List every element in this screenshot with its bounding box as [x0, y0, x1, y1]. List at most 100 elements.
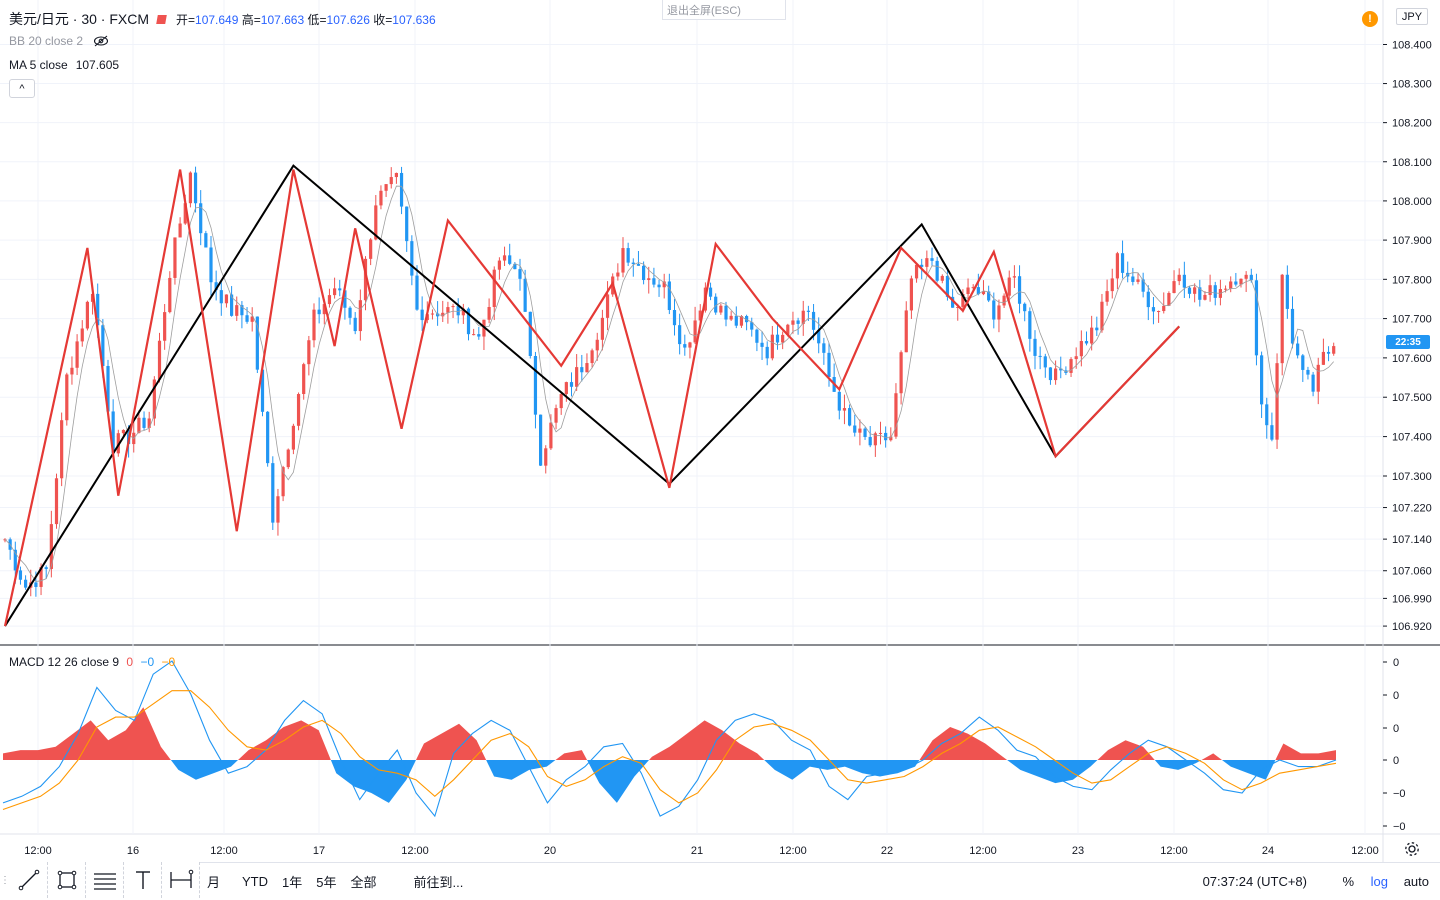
candle-body [528, 311, 532, 356]
candle-body [137, 417, 141, 433]
time-tick-label: 23 [1072, 845, 1084, 857]
percent-toggle[interactable]: % [1342, 874, 1354, 889]
macd-tick-label: 0 [1393, 690, 1399, 702]
range-all[interactable]: 全部 [350, 875, 377, 890]
candle-body [1079, 341, 1083, 357]
exit-fullscreen-button[interactable]: 退出全屏(ESC) [662, 0, 786, 20]
candle-body [1311, 374, 1315, 392]
rectangle-icon[interactable] [48, 862, 86, 898]
log-toggle[interactable]: log [1370, 874, 1388, 889]
candle-body [616, 272, 620, 277]
candles-group [3, 166, 1336, 597]
trend-line-icon[interactable] [10, 862, 48, 898]
goto-button[interactable]: 前往到... [413, 875, 464, 890]
candle-body [1326, 351, 1331, 354]
candle-body [1244, 274, 1248, 279]
candle-body [842, 408, 847, 411]
candle-body [605, 294, 610, 318]
candle-body [1239, 278, 1243, 285]
time-tick-label: 12:00 [1351, 845, 1379, 857]
candle-body [255, 316, 259, 370]
candle-body [70, 367, 74, 375]
signal-line [2, 690, 1337, 811]
candle-body [1301, 355, 1305, 370]
candle-body [739, 316, 744, 326]
candle-body [564, 382, 568, 395]
candle-body [24, 579, 28, 588]
candle-body [1296, 343, 1300, 356]
drag-handle-icon[interactable]: ⋮ [0, 874, 10, 886]
candle-body [899, 352, 903, 394]
collapse-legend-button[interactable]: ^ [9, 79, 35, 98]
range-5y[interactable]: 5年 [316, 875, 337, 890]
candle-body [106, 365, 110, 412]
ohlc-values: 开=107.649 高=107.663 低=107.626 收=107.636 [176, 11, 436, 28]
candle-body [168, 277, 172, 313]
candle-body [1157, 311, 1161, 313]
alert-icon[interactable]: ! [1362, 11, 1378, 27]
candle-body [497, 260, 501, 270]
macd-legend[interactable]: MACD 12 26 close 9 0 −0 −0 [9, 655, 175, 669]
candle-body [971, 287, 975, 289]
candle-body [1193, 287, 1197, 294]
candle-body [358, 300, 362, 332]
symbol-legend[interactable]: 美元/日元 · 30 · FXCM 开=107.649 高=107.663 低=… [9, 9, 436, 29]
time-tick-label: 20 [544, 845, 556, 857]
candle-body [940, 275, 944, 281]
measure-icon[interactable] [162, 862, 200, 898]
candle-body [853, 425, 857, 433]
candle-body [724, 305, 728, 320]
candle-body [96, 293, 100, 326]
text-icon[interactable] [124, 862, 162, 898]
clock-display[interactable]: 07:37:24 (UTC+8) [1202, 874, 1307, 889]
fib-icon[interactable] [86, 862, 124, 898]
range-1y[interactable]: 1年 [282, 875, 303, 890]
candle-body [348, 307, 352, 318]
candle-body [781, 334, 785, 343]
drawing-tools-panel: ⋮ [0, 862, 200, 898]
candle-body [487, 307, 491, 320]
candle-body [688, 342, 692, 348]
candle-body [307, 340, 311, 365]
candle-body [1321, 351, 1325, 365]
candle-body [569, 382, 574, 387]
candle-body [101, 325, 105, 366]
price-tick-label: 108.000 [1392, 196, 1432, 208]
hidden-eye-icon[interactable] [93, 35, 109, 47]
ma-legend[interactable]: MA 5 close 107.605 [9, 58, 119, 72]
chart-canvas[interactable]: 108.400 108.300 108.200 108.100 108.000 107.9… [0, 0, 1440, 862]
range-month[interactable]: 月 [207, 875, 221, 890]
candle-body [1048, 367, 1053, 381]
candle-body [585, 363, 589, 373]
candle-body [116, 433, 120, 454]
open-label: 开= [176, 12, 196, 27]
currency-label[interactable]: JPY [1396, 8, 1428, 25]
candle-body [1074, 356, 1078, 360]
candle-body [353, 317, 357, 332]
macd-line [2, 660, 1337, 818]
range-ytd[interactable]: YTD [242, 874, 269, 889]
candle-body [708, 287, 713, 297]
candle-body [75, 341, 79, 368]
candle-body [219, 290, 223, 304]
candle-body [590, 350, 594, 364]
candle-body [379, 190, 383, 206]
candle-body [451, 306, 455, 308]
bb-legend[interactable]: BB 20 close 2 [9, 34, 109, 48]
candle-body [1223, 288, 1228, 290]
candle-body [595, 339, 599, 351]
candle-body [976, 287, 980, 295]
price-tick-label: 107.700 [1392, 314, 1432, 326]
candle-body [466, 308, 471, 335]
candle-body [1043, 356, 1047, 368]
candle-body [796, 320, 800, 324]
gear-icon[interactable] [1403, 840, 1421, 858]
bottom-toolbar: 月 YTD 1年 5年 全部 前往到... 07:37:24 (UTC+8) %… [0, 862, 1440, 900]
candle-body [1131, 276, 1135, 282]
candle-body [750, 322, 754, 330]
candle-body [662, 281, 666, 288]
price-tick-label: 108.200 [1392, 118, 1432, 130]
symbol-title[interactable]: 美元/日元 · 30 · FXCM [9, 11, 150, 27]
auto-toggle[interactable]: auto [1403, 874, 1429, 889]
candle-body [65, 374, 69, 421]
